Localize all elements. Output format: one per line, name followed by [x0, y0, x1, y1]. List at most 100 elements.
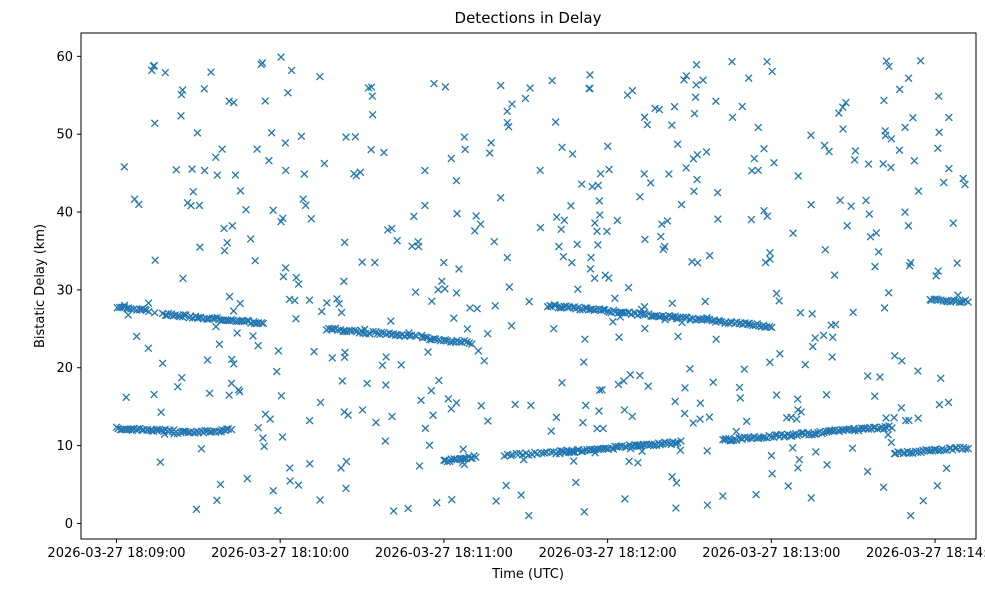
clutter-point: [310, 347, 318, 356]
track-upper-6-point: [957, 298, 966, 307]
clutter-point: [432, 498, 441, 507]
clutter-point: [596, 169, 605, 178]
clutter-point: [297, 132, 306, 141]
clutter-point: [236, 299, 245, 308]
clutter-point: [692, 60, 701, 69]
clutter-point: [258, 59, 267, 67]
clutter-point: [579, 418, 587, 427]
clutter-point: [367, 145, 375, 154]
clutter-point: [822, 390, 831, 399]
clutter-point: [150, 390, 158, 399]
clutter-point: [552, 413, 561, 422]
clutter-point: [225, 97, 234, 106]
clutter-point: [207, 68, 215, 77]
clutter-point: [277, 217, 285, 226]
track-lower-8-point: [964, 444, 973, 453]
clutter-point: [508, 100, 516, 108]
clutter-point: [587, 253, 595, 262]
clutter-point: [691, 93, 700, 102]
track-lower-4-point: [512, 449, 521, 458]
clutter-point: [807, 200, 815, 209]
clutter-point: [393, 236, 402, 245]
clutter-point: [811, 447, 820, 456]
clutter-point: [613, 216, 622, 225]
clutter-point: [789, 229, 797, 238]
clutter-point: [307, 214, 316, 223]
clutter-point: [768, 67, 777, 76]
clutter-point: [768, 469, 777, 478]
clutter-point: [760, 206, 768, 215]
clutter-point: [229, 98, 238, 107]
clutter-point: [703, 501, 712, 509]
clutter-point: [651, 104, 659, 113]
track-lower-8-point: [961, 445, 970, 453]
clutter-point: [452, 289, 461, 297]
clutter-point: [703, 446, 712, 455]
clutter-point: [736, 394, 745, 402]
clutter-point: [828, 353, 837, 361]
clutter-point: [338, 377, 347, 385]
clutter-point: [670, 102, 679, 111]
clutter-point: [862, 196, 870, 205]
clutter-point: [754, 123, 763, 132]
clutter-point: [738, 102, 747, 111]
clutter-point: [323, 299, 331, 307]
clutter-point: [882, 57, 891, 65]
clutter-point: [549, 324, 558, 333]
clutter-point: [122, 393, 131, 402]
clutter-point: [659, 245, 668, 254]
clutter-point: [750, 154, 759, 163]
clutter-point: [603, 227, 611, 236]
clutter-point: [935, 400, 944, 409]
clutter-point: [548, 76, 556, 85]
y-axis-label: Bistatic Delay (km): [33, 224, 48, 348]
clutter-point: [705, 251, 714, 260]
x-axis-label: Time (UTC): [491, 567, 564, 582]
clutter-point: [626, 370, 635, 379]
clutter-point: [427, 386, 436, 395]
y-tick-label: 0: [65, 517, 73, 532]
clutter-point: [619, 377, 628, 385]
clutter-point: [364, 84, 373, 92]
clutter-point: [807, 131, 815, 140]
clutter-point: [229, 307, 238, 315]
track-upper-5-point: [599, 305, 608, 314]
clutter-point: [260, 442, 269, 451]
clutter-point: [342, 133, 350, 142]
clutter-point: [281, 263, 290, 272]
clutter-point: [714, 215, 722, 223]
clutter-point: [573, 285, 582, 294]
clutter-point: [663, 217, 672, 225]
clutter-point: [265, 156, 273, 165]
clutter-point: [601, 271, 610, 280]
clutter-point: [421, 201, 429, 210]
track-lower-5-point: [656, 440, 664, 449]
clutter-point: [605, 165, 613, 174]
clutter-point: [742, 417, 751, 426]
clutter-point: [949, 219, 958, 228]
clutter-point: [203, 356, 212, 364]
clutter-point: [381, 437, 390, 445]
clutter-point: [151, 256, 159, 265]
clutter-point: [935, 128, 943, 137]
clutter-point: [882, 414, 890, 422]
clutter-point: [496, 193, 505, 202]
clutter-point: [712, 335, 721, 344]
clutter-point: [196, 243, 204, 252]
clutter-point: [680, 409, 689, 418]
track-upper-4-point: [431, 335, 440, 343]
clutter-point: [437, 277, 446, 286]
clutter-point: [381, 381, 390, 389]
clutter-point: [424, 348, 432, 356]
clutter-point: [147, 66, 156, 75]
clutter-point: [225, 391, 234, 400]
clutter-point: [212, 322, 220, 331]
clutter-point: [404, 504, 412, 513]
clutter-point: [934, 267, 943, 275]
clutter-point: [254, 423, 263, 432]
clutter-point: [559, 252, 568, 261]
clutter-point: [747, 215, 756, 224]
clutter-point: [916, 56, 925, 65]
clutter-point: [429, 411, 437, 420]
track-lower-5-point: [618, 442, 626, 450]
